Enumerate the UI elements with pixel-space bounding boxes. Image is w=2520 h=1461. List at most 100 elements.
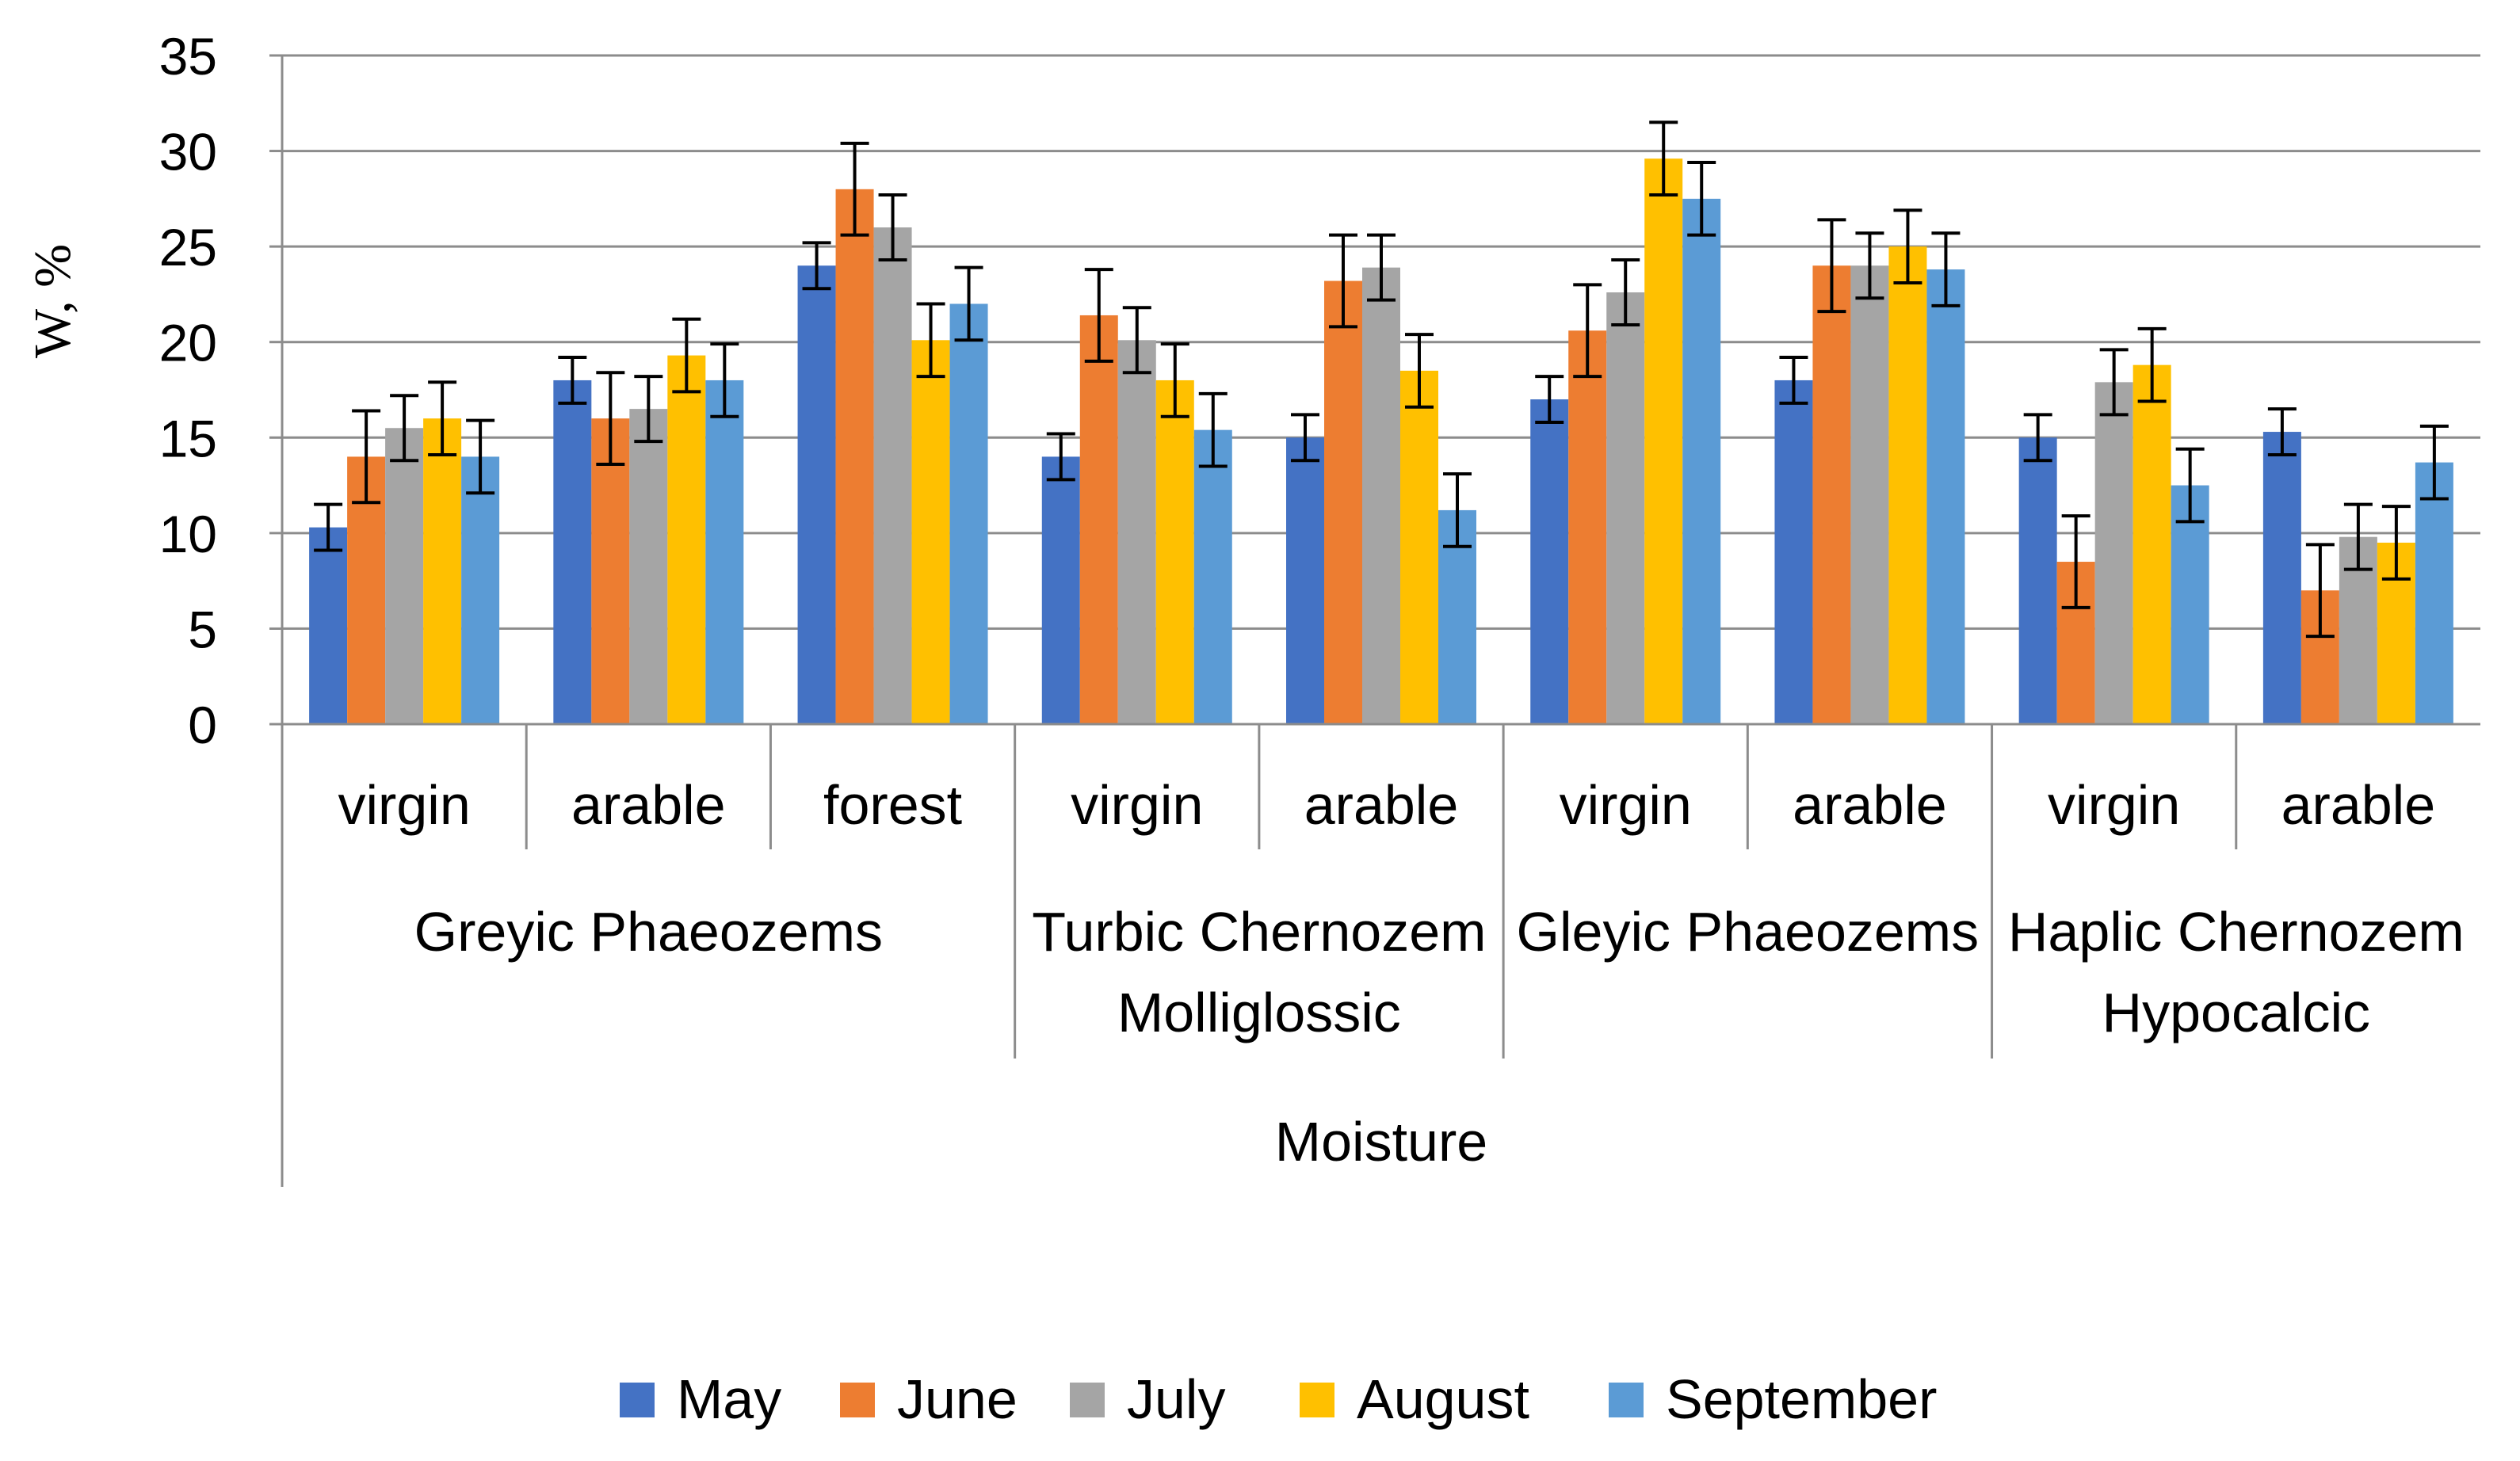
x-category-labels: virgin arable forest virgin arable virgin arab… [338,774,2464,1173]
bar-august-7 [2132,364,2171,724]
bar-july-1 [629,409,668,724]
bar-may-1 [553,380,592,724]
error-bar [2305,543,2335,639]
bar-july-0 [385,428,424,724]
error-bar [2023,413,2052,463]
bar-june-3 [1079,315,1118,724]
error-bar [1817,218,1846,314]
bar-may-3 [1041,456,1080,724]
bar-september-6 [1926,269,1965,725]
category-label: arable [2281,774,2436,836]
bar-september-5 [1682,198,1721,724]
error-bar [596,371,625,467]
error-bar [2099,348,2129,417]
error-bar [390,394,419,463]
error-bar [1931,231,1961,307]
soil-group-label: Hypocalcic [2102,982,2370,1043]
y-tick-label: 15 [159,409,217,467]
error-bar [634,375,663,444]
legend-item-august: August [1300,1368,1529,1430]
error-bar [1329,233,1357,329]
y-tick-label: 20 [159,314,217,372]
error-bar [1893,208,1922,284]
bar-june-6 [1812,265,1851,724]
y-tick-label: 30 [159,123,217,181]
error-bar [1198,391,1228,468]
error-bar [1046,432,1075,482]
bar-may-5 [1530,399,1569,724]
error-bar [2175,447,2205,524]
legend-label: June [897,1368,1018,1430]
error-bar [1649,120,1678,197]
error-bar [1611,258,1640,327]
legend-swatch [1300,1383,1334,1417]
bar-july-5 [1606,292,1645,724]
x-axis-label: Moisture [1275,1111,1487,1173]
bar-june-4 [1324,280,1362,724]
bar-may-6 [1774,380,1813,724]
bar-may-4 [1286,437,1324,724]
legend-label: July [1127,1368,1225,1430]
error-bar [1573,283,1602,379]
legend-swatch [840,1383,875,1417]
bar-august-3 [1155,380,1194,724]
bar-august-4 [1400,370,1438,724]
bar-august-6 [1888,246,1927,725]
error-bar [1687,161,1716,237]
legend-item-july: July [1070,1368,1225,1430]
error-bar [2419,424,2449,501]
bar-september-7 [2171,485,2209,724]
category-label: arable [1304,774,1459,836]
bar-may-2 [797,265,836,724]
error-bar [466,418,495,495]
legend-label: May [677,1368,781,1430]
bar-september-2 [949,303,988,724]
soil-group-label: Gleyic Phaeozems [1517,901,1980,963]
category-label: virgin [1560,774,1692,836]
bar-september-1 [705,380,744,724]
soil-group-label: Haplic Chernozem [2008,901,2465,963]
error-bar [314,502,343,552]
bar-august-0 [423,418,462,724]
category-label: virgin [2048,774,2180,836]
legend-swatch [1070,1383,1105,1417]
error-bar [2137,326,2167,403]
bar-may-8 [2262,432,2301,724]
bar-may-0 [309,527,348,724]
legend-label: August [1357,1368,1529,1430]
error-bar [840,141,869,237]
bar-july-6 [1850,265,1889,724]
bars [309,158,2453,725]
bar-may-7 [2018,437,2057,724]
error-bar [1535,375,1564,424]
error-bar [916,302,945,379]
y-tick-labels: 0 5 10 15 20 25 30 35 [159,27,217,754]
error-bar [2061,514,2090,609]
error-bar [954,265,983,342]
category-label: virgin [1071,774,1203,836]
soil-group-label: Greyic Phaeozems [414,901,883,963]
error-bar [672,317,701,394]
soil-group-label: Turbic Chernozem [1032,901,1486,963]
bar-september-3 [1193,429,1232,724]
bar-july-2 [873,227,912,724]
bar-july-3 [1117,340,1156,724]
legend-item-june: June [840,1368,1018,1430]
legend-swatch [1609,1383,1644,1417]
error-bar [352,409,381,505]
y-tick-label: 35 [159,27,217,86]
error-bar [1160,342,1189,418]
error-bar [1291,413,1319,463]
error-bar [1779,356,1808,405]
error-bar [1443,472,1472,548]
bar-september-0 [461,456,500,724]
y-tick-label: 0 [188,696,217,754]
error-bar [1855,231,1884,300]
bar-september-8 [2415,462,2453,724]
bar-july-4 [1362,267,1400,724]
y-tick-label: 5 [188,600,217,658]
error-bar [558,356,587,405]
y-tick-label: 10 [159,505,217,563]
